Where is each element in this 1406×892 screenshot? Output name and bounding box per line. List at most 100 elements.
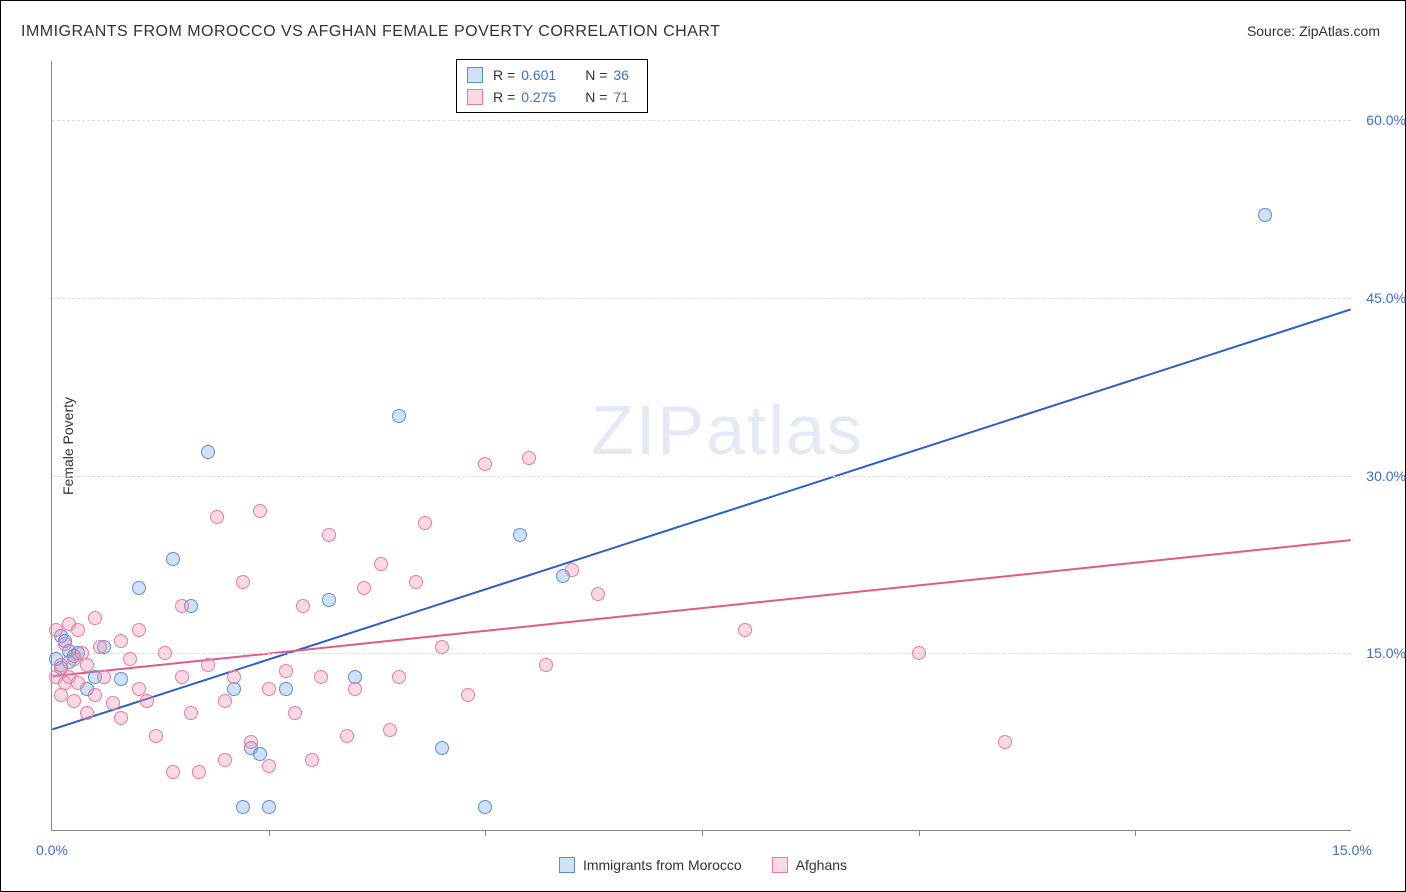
- data-point: [409, 575, 423, 589]
- data-point: [106, 696, 120, 710]
- data-point: [132, 581, 146, 595]
- data-point: [236, 800, 250, 814]
- data-point: [49, 623, 63, 637]
- chart-container: IMMIGRANTS FROM MOROCCO VS AFGHAN FEMALE…: [0, 0, 1406, 892]
- legend-series-swatch-0: [559, 857, 575, 873]
- trend-line: [52, 540, 1350, 676]
- gridline: [52, 476, 1351, 477]
- data-point: [253, 504, 267, 518]
- data-point: [132, 623, 146, 637]
- n-label: N =: [585, 64, 607, 86]
- r-label: R =: [493, 64, 515, 86]
- y-tick-label: 30.0%: [1366, 468, 1406, 484]
- data-point: [114, 711, 128, 725]
- data-point: [912, 646, 926, 660]
- legend-stats-row-0: R = 0.601 N = 36: [467, 64, 637, 86]
- trend-line: [52, 309, 1350, 729]
- y-tick-label: 45.0%: [1366, 290, 1406, 306]
- data-point: [80, 658, 94, 672]
- data-point: [175, 670, 189, 684]
- data-point: [340, 729, 354, 743]
- legend-series-label-1: Afghans: [796, 857, 847, 873]
- data-point: [80, 706, 94, 720]
- watermark-bold: ZIP: [591, 391, 706, 469]
- gridline: [52, 120, 1351, 121]
- data-point: [279, 682, 293, 696]
- data-point: [123, 652, 137, 666]
- data-point: [158, 646, 172, 660]
- data-point: [88, 611, 102, 625]
- x-tick-mark: [269, 830, 270, 836]
- trend-lines: [52, 61, 1351, 830]
- data-point: [539, 658, 553, 672]
- r-value-0: 0.601: [521, 64, 569, 86]
- data-point: [71, 623, 85, 637]
- data-point: [1258, 208, 1272, 222]
- data-point: [322, 593, 336, 607]
- chart-title: IMMIGRANTS FROM MOROCCO VS AFGHAN FEMALE…: [21, 23, 720, 41]
- data-point: [305, 753, 319, 767]
- watermark: ZIPatlas: [591, 390, 864, 470]
- data-point: [418, 516, 432, 530]
- n-value-0: 36: [613, 64, 637, 86]
- data-point: [262, 682, 276, 696]
- source-attribution: Source: ZipAtlas.com: [1247, 23, 1380, 39]
- n-label: N =: [585, 86, 607, 108]
- data-point: [262, 759, 276, 773]
- legend-series-label-0: Immigrants from Morocco: [583, 857, 742, 873]
- data-point: [513, 528, 527, 542]
- data-point: [140, 694, 154, 708]
- data-point: [114, 634, 128, 648]
- data-point: [227, 670, 241, 684]
- data-point: [192, 765, 206, 779]
- data-point: [348, 682, 362, 696]
- data-point: [67, 694, 81, 708]
- data-point: [288, 706, 302, 720]
- data-point: [357, 581, 371, 595]
- data-point: [71, 676, 85, 690]
- x-tick-label: 15.0%: [1332, 842, 1372, 858]
- legend-series-swatch-1: [772, 857, 788, 873]
- watermark-light: atlas: [706, 391, 864, 469]
- data-point: [218, 694, 232, 708]
- x-tick-mark: [485, 830, 486, 836]
- data-point: [392, 409, 406, 423]
- data-point: [166, 765, 180, 779]
- data-point: [322, 528, 336, 542]
- data-point: [374, 557, 388, 571]
- data-point: [88, 688, 102, 702]
- r-label: R =: [493, 86, 515, 108]
- data-point: [93, 640, 107, 654]
- data-point: [218, 753, 232, 767]
- y-tick-label: 60.0%: [1366, 112, 1406, 128]
- x-tick-label: 0.0%: [36, 842, 68, 858]
- data-point: [565, 563, 579, 577]
- legend-stats: R = 0.601 N = 36 R = 0.275 N = 71: [456, 59, 648, 113]
- x-tick-mark: [1135, 830, 1136, 836]
- data-point: [591, 587, 605, 601]
- data-point: [435, 640, 449, 654]
- x-tick-mark: [702, 830, 703, 836]
- data-point: [279, 664, 293, 678]
- data-point: [210, 510, 224, 524]
- n-value-1: 71: [613, 86, 637, 108]
- legend-stats-row-1: R = 0.275 N = 71: [467, 86, 637, 108]
- legend-swatch-1: [467, 89, 483, 105]
- data-point: [262, 800, 276, 814]
- legend-series-item-1: Afghans: [772, 857, 847, 873]
- legend-series: Immigrants from Morocco Afghans: [559, 857, 847, 873]
- data-point: [201, 658, 215, 672]
- data-point: [244, 735, 258, 749]
- y-tick-label: 15.0%: [1366, 645, 1406, 661]
- x-tick-mark: [919, 830, 920, 836]
- data-point: [175, 599, 189, 613]
- source-value: ZipAtlas.com: [1299, 23, 1380, 39]
- data-point: [184, 706, 198, 720]
- data-point: [998, 735, 1012, 749]
- gridline: [52, 298, 1351, 299]
- data-point: [114, 672, 128, 686]
- gridline: [52, 653, 1351, 654]
- data-point: [435, 741, 449, 755]
- source-label: Source:: [1247, 23, 1295, 39]
- data-point: [97, 670, 111, 684]
